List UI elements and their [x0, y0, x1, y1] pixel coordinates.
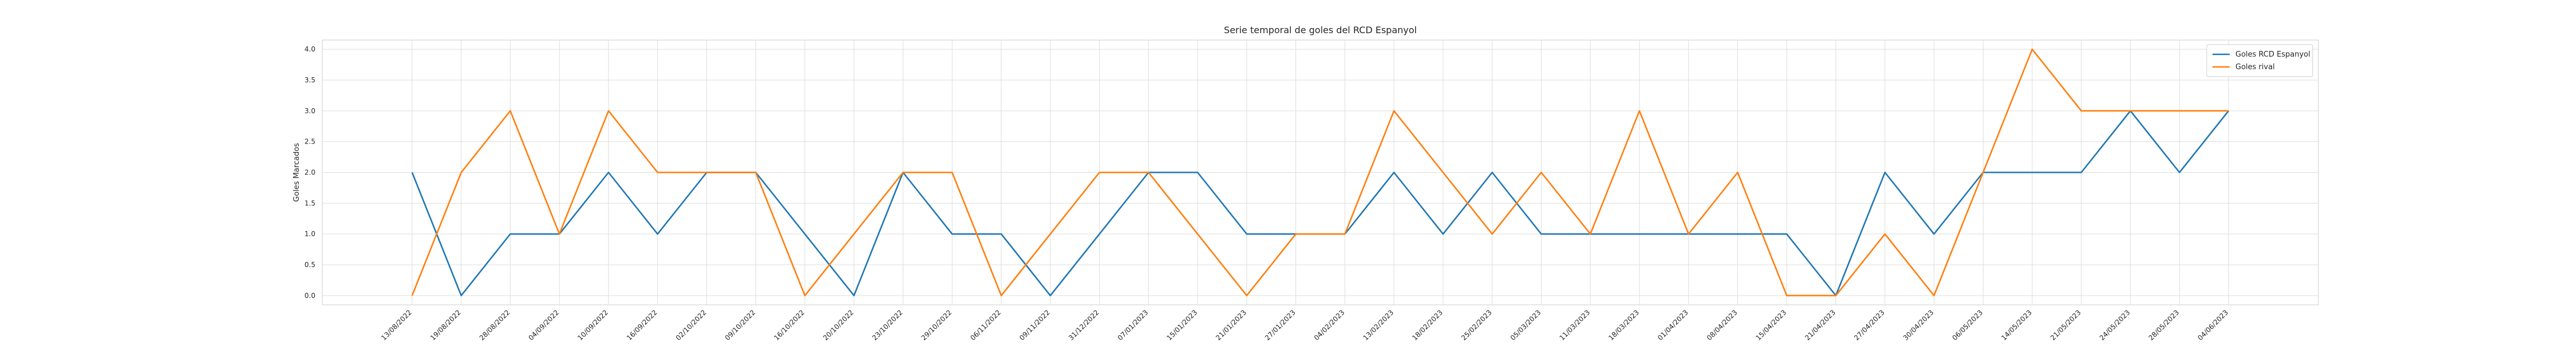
- y-tick-label: 2.5: [305, 138, 315, 146]
- x-tick-label: 19/08/2022: [429, 308, 463, 342]
- y-tick-label: 3.5: [305, 76, 315, 84]
- x-tick-label: 09/10/2022: [724, 308, 757, 342]
- x-tick-label: 16/09/2022: [625, 308, 659, 342]
- x-tick-label: 27/01/2023: [1263, 308, 1297, 342]
- x-tick-label: 04/02/2023: [1313, 308, 1346, 342]
- x-tick-label: 30/04/2023: [1902, 308, 1935, 342]
- x-tick-label: 15/04/2023: [1755, 308, 1788, 342]
- y-tick-label: 4.0: [305, 45, 315, 53]
- series-line: [411, 48, 2229, 297]
- x-tick-label: 11/03/2023: [1558, 308, 1591, 342]
- y-tick-label: 0.0: [305, 292, 315, 300]
- x-tick-label: 21/04/2023: [1803, 308, 1837, 342]
- x-tick-label: 01/04/2023: [1656, 308, 1690, 342]
- x-tick-label: 27/04/2023: [1852, 308, 1886, 342]
- y-tick-label: 2.0: [305, 169, 315, 177]
- x-tick-label: 20/10/2022: [821, 308, 855, 342]
- x-tick-label: 15/01/2023: [1165, 308, 1199, 342]
- y-tick-label: 1.5: [305, 199, 315, 207]
- x-tick-label: 21/05/2023: [2049, 308, 2083, 342]
- legend-box: [2206, 44, 2313, 77]
- x-tick-label: 04/09/2022: [527, 308, 561, 342]
- x-tick-label: 24/05/2023: [2098, 308, 2132, 342]
- x-tick-label: 18/03/2023: [1607, 308, 1641, 342]
- y-tick-label: 3.0: [305, 107, 315, 115]
- chart-title: Serie temporal de goles del RCD Espanyol: [1224, 25, 1417, 35]
- legend-label: Goles RCD Espanyol: [2235, 50, 2310, 59]
- x-tick-label: 29/10/2022: [920, 308, 954, 342]
- x-tick-label: 28/08/2022: [478, 308, 512, 342]
- x-tick-label: 13/08/2022: [380, 308, 413, 342]
- x-tick-label: 28/05/2023: [2147, 308, 2181, 342]
- y-tick-label: 1.0: [305, 230, 315, 238]
- x-tick-label: 06/11/2022: [969, 308, 1002, 342]
- series-lines: [411, 48, 2230, 297]
- x-tick-label: 09/11/2022: [1018, 308, 1052, 342]
- x-tick-label: 21/01/2023: [1214, 308, 1248, 342]
- y-tick-label: 0.5: [305, 261, 315, 269]
- x-tick-label: 05/03/2023: [1509, 308, 1543, 342]
- x-tick-label: 04/06/2023: [2196, 308, 2230, 342]
- x-tick-label: 02/10/2022: [674, 308, 708, 342]
- x-tick-label: 14/05/2023: [2000, 308, 2033, 342]
- legend-label: Goles rival: [2235, 63, 2275, 71]
- x-tick-label: 31/12/2022: [1067, 308, 1101, 342]
- legend: Goles RCD Espanyol Goles rival: [2206, 44, 2313, 77]
- x-tick-label: 25/02/2023: [1460, 308, 1494, 342]
- x-tick-label: 07/01/2023: [1116, 308, 1150, 342]
- y-axis-label: Goles Marcados: [293, 143, 301, 202]
- x-tick-label: 06/05/2023: [1951, 308, 1985, 342]
- x-tick-label: 18/02/2023: [1411, 308, 1444, 342]
- x-tick-label: 10/09/2022: [576, 308, 610, 342]
- x-tick-label: 16/10/2022: [772, 308, 806, 342]
- x-tick-label: 08/04/2023: [1705, 308, 1739, 342]
- x-tick-label: 23/10/2022: [871, 308, 904, 342]
- x-tick-label: 13/02/2023: [1361, 308, 1395, 342]
